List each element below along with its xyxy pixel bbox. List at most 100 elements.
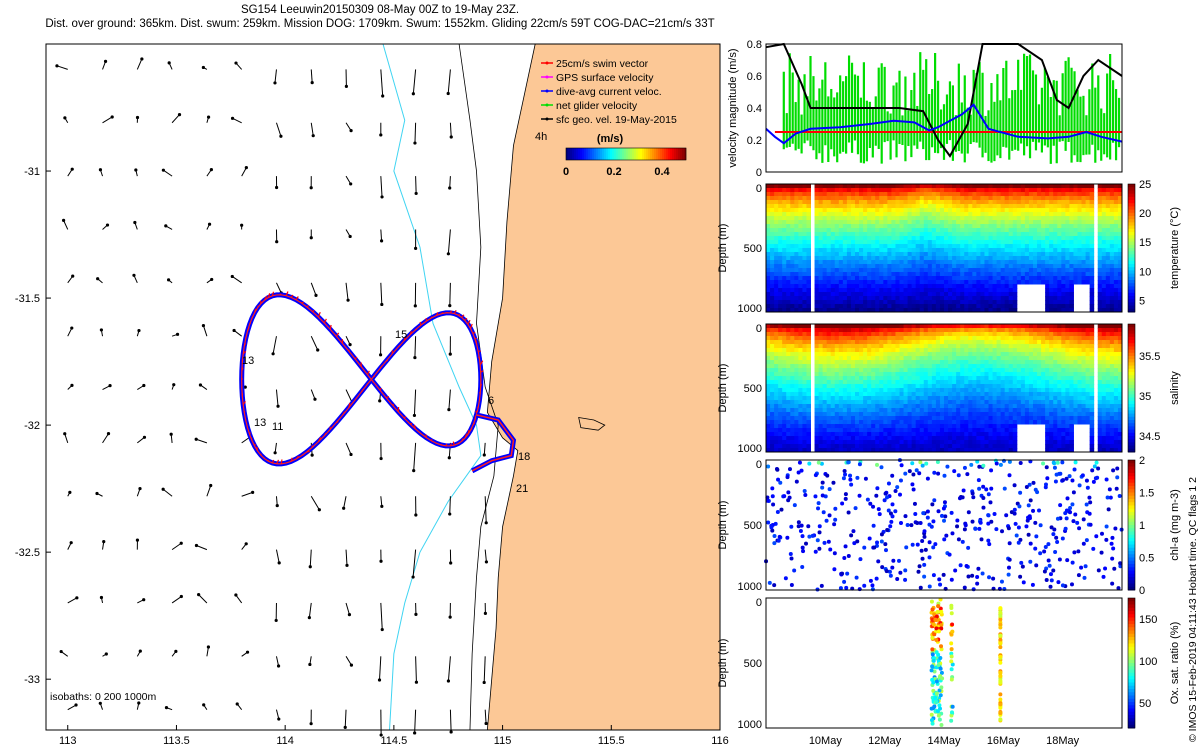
heatmap-cell: [883, 352, 888, 357]
heatmap-cell: [846, 400, 852, 405]
heatmap-cell: [875, 336, 880, 341]
heatmap-cell: [838, 364, 844, 369]
heatmap-cell: [948, 204, 953, 209]
heatmap-cell: [1012, 308, 1018, 313]
heatmap-cell: [802, 428, 807, 433]
heatmap-cell: [964, 372, 969, 377]
heatmap-cell: [883, 208, 888, 213]
heatmap-cell: [846, 440, 852, 445]
heatmap-cell: [952, 356, 957, 361]
heatmap-cell: [939, 272, 945, 277]
heatmap-cell: [952, 184, 957, 189]
heatmap-cell: [923, 284, 929, 289]
heatmap-cell: [927, 372, 933, 377]
heatmap-cell: [774, 292, 779, 297]
heatmap-cell: [838, 360, 844, 365]
heatmap-cell: [887, 448, 892, 453]
heatmap-cell: [980, 292, 985, 297]
heatmap-cell: [806, 276, 811, 281]
heatmap-cell: [834, 308, 840, 313]
heatmap-cell: [1037, 264, 1042, 269]
heatmap-cell: [960, 288, 965, 293]
heatmap-cell: [802, 264, 807, 269]
heatmap-cell: [1077, 208, 1083, 213]
heatmap-cell: [846, 244, 852, 249]
heatmap-cell: [802, 292, 807, 297]
heatmap-cell: [931, 332, 937, 337]
heatmap-cell: [972, 280, 977, 285]
heatmap-cell: [960, 396, 965, 401]
isobath-200m: [458, 43, 499, 731]
heatmap-cell: [822, 252, 828, 257]
heatmap-cell: [790, 244, 795, 249]
heatmap-cell: [798, 432, 803, 437]
heatmap-cell: [846, 264, 852, 269]
heatmap-cell: [798, 264, 803, 269]
heatmap-cell: [960, 424, 965, 429]
heatmap-cell: [806, 216, 811, 221]
heatmap-cell: [798, 348, 803, 353]
heatmap-cell: [830, 424, 836, 429]
heatmap-cell: [814, 244, 820, 249]
heatmap-cell: [1069, 200, 1074, 205]
heatmap-cell: [1053, 212, 1058, 217]
heatmap-cell: [915, 192, 921, 197]
heatmap-cell: [891, 400, 896, 405]
colorbar-cell: [1128, 302, 1135, 307]
heatmap-cell: [806, 408, 811, 413]
heatmap-cell: [935, 288, 941, 293]
heatmap-cell: [1049, 188, 1054, 193]
heatmap-cell: [814, 264, 820, 269]
heatmap-cell: [1097, 256, 1103, 261]
heatmap-cell: [826, 300, 832, 305]
heatmap-cell: [915, 368, 921, 373]
heatmap-cell: [879, 212, 884, 217]
heatmap-cell: [871, 236, 876, 241]
heatmap-cell: [859, 300, 864, 305]
heatmap-cell: [871, 396, 876, 401]
heatmap-cell: [782, 192, 787, 197]
heatmap-cell: [855, 280, 860, 285]
heatmap-cell: [794, 308, 799, 313]
heatmap-cell: [875, 376, 880, 381]
heatmap-cell: [1037, 256, 1042, 261]
heatmap-cell: [988, 260, 994, 265]
track-label: 6: [488, 395, 494, 407]
colorbar-cell: [1128, 289, 1135, 294]
heatmap-cell: [927, 224, 933, 229]
current-arrow: [310, 69, 313, 83]
heatmap-cell: [802, 396, 807, 401]
heatmap-cell: [915, 284, 921, 289]
heatmap-cell: [822, 296, 828, 301]
heatmap-cell: [960, 208, 965, 213]
heatmap-cell: [976, 236, 981, 241]
heatmap-cell: [774, 344, 779, 349]
current-arrow: [171, 114, 180, 124]
heatmap-cell: [891, 288, 896, 293]
heatmap-cell: [907, 204, 913, 209]
heatmap-cell: [855, 448, 860, 453]
heatmap-cell: [927, 300, 933, 305]
heatmap-cell: [778, 404, 783, 409]
heatmap-cell: [1033, 264, 1038, 269]
heatmap-cell: [964, 300, 969, 305]
heatmap-cell: [907, 196, 913, 201]
heatmap-cell: [802, 288, 807, 293]
heatmap-cell: [871, 296, 876, 301]
heatmap-cell: [798, 244, 803, 249]
current-arrow: [344, 709, 347, 728]
heatmap-cell: [935, 196, 941, 201]
heatmap-cell: [1000, 208, 1006, 213]
heatmap-cell: [770, 224, 775, 229]
arrow-head: [175, 332, 180, 336]
heatmap-cell: [895, 288, 900, 293]
heatmap-cell: [826, 404, 832, 409]
heatmap-cell: [1008, 212, 1014, 217]
heatmap-cell: [899, 232, 905, 237]
heatmap-cell: [883, 276, 888, 281]
arrow-head: [137, 701, 141, 705]
heatmap-cell: [935, 384, 941, 389]
heatmap-cell: [879, 252, 884, 257]
current-arrow: [414, 336, 417, 358]
heatmap-cell: [838, 384, 844, 389]
